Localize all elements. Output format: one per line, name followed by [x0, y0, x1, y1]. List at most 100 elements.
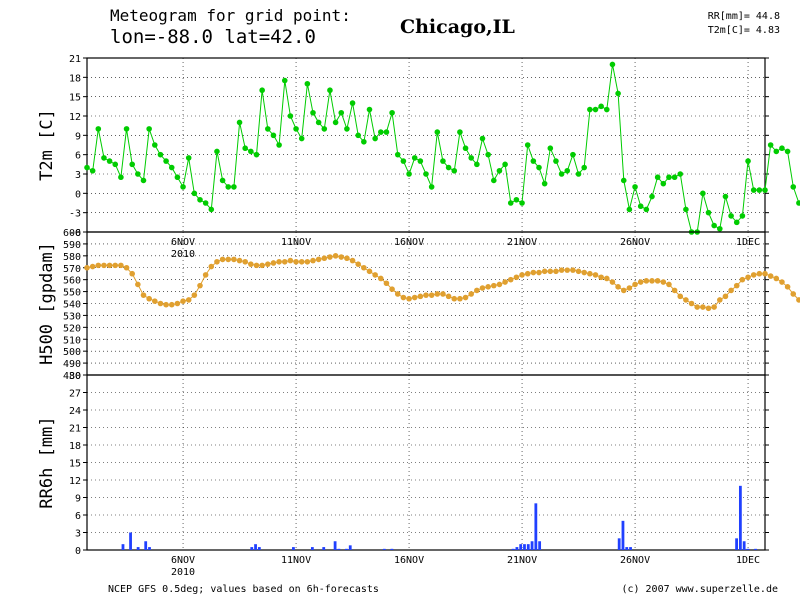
data-point — [666, 281, 672, 288]
data-point — [643, 206, 650, 213]
data-point — [626, 285, 633, 291]
y-tick-label: 18 — [69, 441, 81, 452]
data-point — [84, 264, 90, 271]
data-point — [191, 190, 198, 197]
precip-bar — [121, 544, 125, 550]
y-axis-label: RR6h [mm] — [37, 416, 57, 508]
data-point — [152, 298, 158, 304]
data-point — [530, 269, 537, 276]
data-point — [106, 262, 113, 269]
data-point — [779, 279, 785, 285]
data-point — [507, 200, 514, 206]
data-point — [185, 297, 192, 303]
data-point — [332, 253, 339, 259]
data-point — [677, 293, 684, 300]
data-point — [733, 282, 740, 289]
data-point — [366, 106, 373, 113]
data-point — [163, 301, 169, 308]
data-point — [112, 161, 119, 168]
data-point — [304, 258, 311, 265]
data-point — [462, 145, 469, 152]
data-point — [372, 135, 378, 142]
data-point — [157, 151, 164, 158]
data-point — [485, 151, 491, 158]
data-point — [394, 151, 401, 158]
x-tick-label: 16NOV — [394, 237, 424, 248]
y-tick-label: 9 — [75, 494, 81, 505]
data-point — [383, 129, 390, 135]
precip-bar — [382, 548, 386, 550]
data-point — [315, 119, 322, 126]
y-tick-label: 590 — [63, 240, 81, 251]
data-point — [547, 268, 554, 275]
data-point — [587, 106, 593, 113]
data-point — [423, 292, 429, 298]
data-point — [468, 155, 475, 161]
data-point — [553, 268, 559, 275]
data-point — [745, 158, 751, 164]
data-point — [705, 209, 712, 216]
data-point — [530, 158, 537, 164]
data-point — [281, 258, 288, 265]
data-point — [378, 275, 384, 282]
panel-frame — [86, 374, 766, 551]
data-point — [519, 200, 525, 206]
data-point — [129, 270, 135, 277]
data-point — [620, 177, 627, 184]
x-tick-label: 26NOV — [620, 237, 650, 248]
data-point — [604, 275, 610, 282]
data-point — [140, 177, 147, 184]
data-point — [157, 300, 164, 307]
y-axis-label: H500 [gpdam] — [37, 242, 57, 365]
data-point — [445, 164, 452, 171]
data-point — [784, 148, 791, 155]
data-point — [248, 261, 254, 267]
data-point — [191, 292, 198, 298]
y-tick-label: 30 — [69, 371, 81, 382]
data-point — [462, 294, 469, 301]
y-tick-label: 3 — [75, 529, 81, 540]
data-point — [338, 109, 345, 116]
data-point — [208, 206, 215, 213]
data-point — [671, 287, 678, 294]
data-point — [524, 142, 531, 148]
data-point — [570, 151, 576, 158]
data-point — [626, 206, 633, 213]
precip-bar — [129, 532, 132, 550]
y-tick-label: 480 — [63, 371, 81, 382]
data-point — [411, 155, 418, 161]
data-point — [717, 297, 723, 303]
data-point — [705, 305, 712, 312]
data-point — [327, 254, 333, 260]
data-point — [214, 148, 220, 155]
data-point — [558, 267, 565, 273]
data-point — [208, 263, 215, 270]
data-point — [394, 291, 401, 297]
data-point — [378, 129, 384, 135]
x-tick-label: 6NOV — [171, 555, 195, 566]
precip-bar — [337, 548, 341, 550]
x-tick-year: 2010 — [171, 567, 195, 578]
data-point — [293, 126, 299, 132]
data-point — [558, 171, 565, 177]
data-point — [683, 206, 689, 213]
precip-bar — [735, 538, 738, 550]
x-tick-label: 1DEC — [736, 237, 760, 248]
precip-bar — [345, 548, 348, 550]
data-point — [361, 264, 367, 271]
data-point — [400, 294, 407, 301]
data-point — [553, 158, 559, 164]
data-point — [95, 126, 102, 132]
data-point — [276, 258, 282, 265]
precip-bar — [348, 545, 352, 550]
precip-bar — [310, 547, 314, 550]
data-point — [491, 282, 497, 289]
data-point — [197, 282, 203, 289]
data-point — [457, 295, 463, 302]
data-point — [649, 278, 655, 284]
y-tick-label: 500 — [63, 347, 81, 358]
series-line — [86, 255, 800, 309]
data-point — [265, 126, 271, 132]
data-point — [632, 281, 638, 288]
data-point — [355, 261, 362, 267]
